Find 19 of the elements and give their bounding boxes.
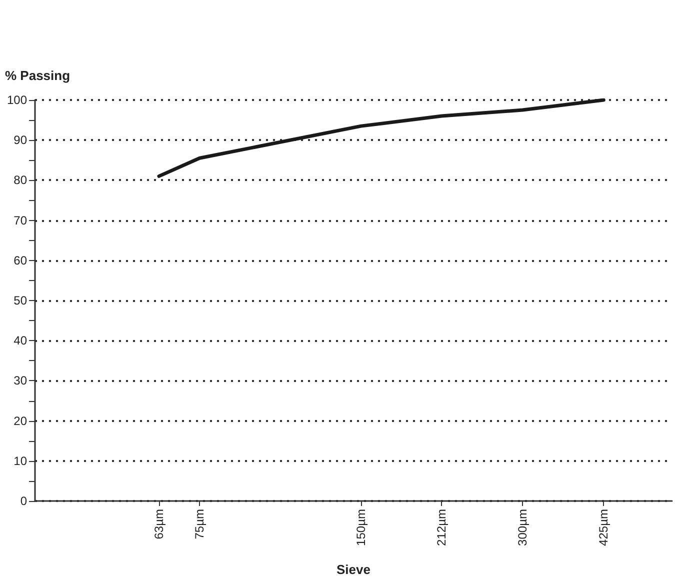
x-tick-label: 300µm bbox=[515, 509, 530, 546]
y-tick-label: 90 bbox=[14, 133, 28, 148]
x-tick-label: 75µm bbox=[192, 509, 207, 540]
y-tick-label: 80 bbox=[14, 173, 28, 188]
x-tick-label: 212µm bbox=[434, 509, 449, 546]
y-tick-label: 0 bbox=[20, 494, 28, 508]
y-tick-label: 70 bbox=[14, 213, 28, 228]
x-tick-label: 150µm bbox=[354, 509, 368, 546]
x-tick-label: 425µm bbox=[596, 509, 611, 546]
y-tick-label: 30 bbox=[14, 374, 28, 388]
y-tick-label: 40 bbox=[14, 334, 28, 348]
y-tick-label: 50 bbox=[14, 294, 28, 308]
x-tick-label: 63µm bbox=[152, 509, 166, 540]
y-tick-label: 20 bbox=[14, 414, 28, 428]
y-tick-label: 100 bbox=[6, 93, 28, 107]
y-axis-title: % Passing bbox=[5, 68, 70, 83]
x-axis-title: Sieve bbox=[336, 562, 370, 577]
y-tick-label: 10 bbox=[14, 454, 28, 468]
y-tick-label: 60 bbox=[14, 253, 28, 268]
